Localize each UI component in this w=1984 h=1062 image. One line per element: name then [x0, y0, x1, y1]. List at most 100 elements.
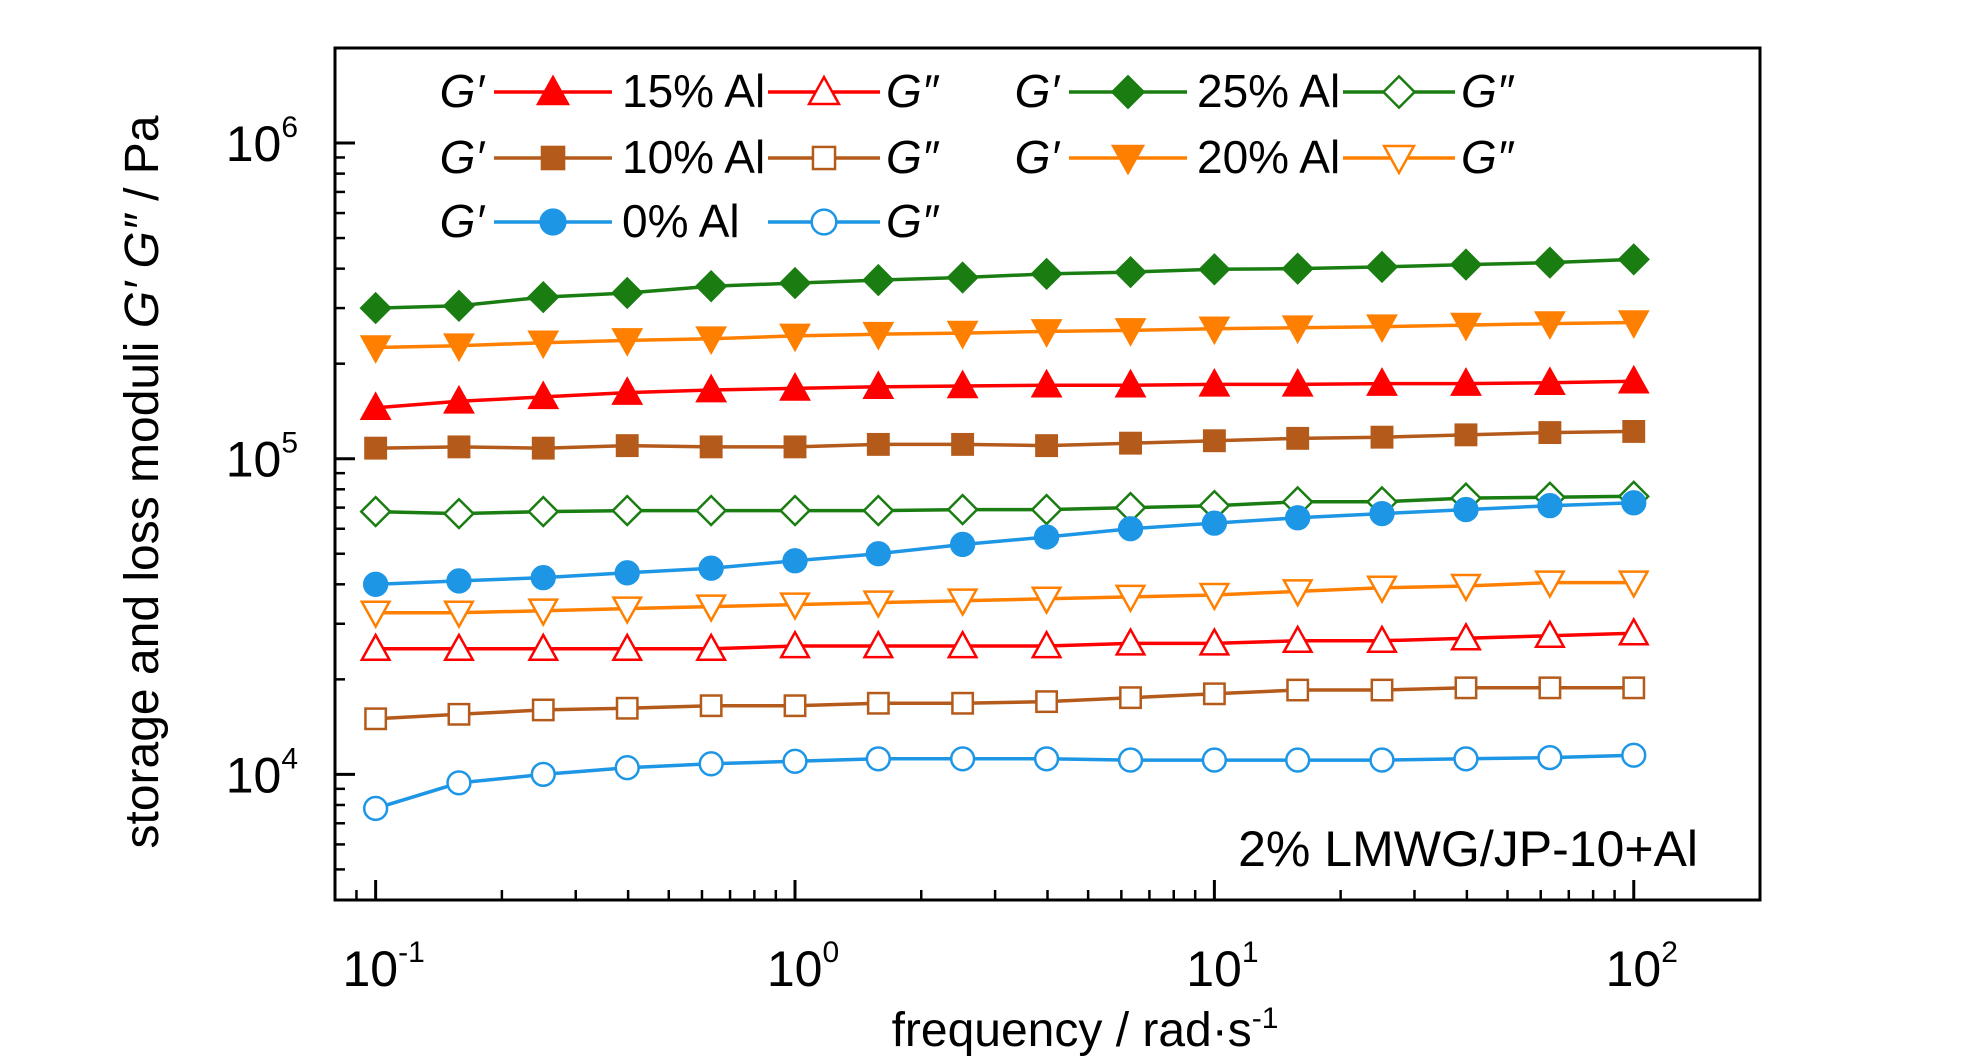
data-point	[1198, 367, 1231, 397]
data-point	[446, 568, 472, 594]
legend-marker-filled	[1110, 144, 1146, 176]
data-point	[866, 691, 890, 715]
series-loss-6	[359, 570, 1650, 630]
legend-entry-1: G′ 25% Al G″	[1015, 65, 1515, 117]
data-point	[946, 261, 979, 294]
data-point	[442, 497, 476, 530]
series-line	[375, 501, 1634, 587]
legend-gdoubleprime-label: G″	[886, 65, 940, 117]
data-point	[783, 435, 807, 459]
data-point	[1114, 255, 1147, 289]
data-point	[614, 755, 640, 781]
legend-entry-2: G′ 10% Al G″	[440, 131, 940, 183]
data-point	[946, 493, 979, 526]
data-point	[527, 632, 560, 662]
y-axis-label-symbols: G′ G″	[116, 212, 169, 328]
data-point	[1366, 367, 1398, 396]
data-point	[1286, 678, 1310, 702]
data-point	[782, 748, 808, 774]
data-point	[779, 323, 811, 353]
data-point	[1285, 747, 1311, 773]
data-point	[447, 702, 471, 726]
data-point	[1281, 624, 1314, 654]
data-point	[1119, 431, 1142, 455]
data-point	[359, 632, 392, 662]
series-line	[375, 257, 1634, 310]
x-axis-label-text: frequency / rad·s	[892, 1004, 1252, 1057]
data-point	[695, 326, 728, 356]
data-point	[1538, 676, 1562, 700]
x-tick-label: 100	[767, 936, 839, 997]
y-axis-label-unit: / Pa	[116, 115, 169, 214]
data-point	[946, 629, 979, 659]
data-point	[862, 494, 895, 527]
data-point	[527, 495, 560, 528]
data-point	[778, 494, 812, 527]
data-point	[1114, 584, 1147, 614]
data-point	[615, 434, 639, 458]
data-point	[1281, 579, 1314, 608]
data-point	[359, 335, 392, 364]
data-point	[1537, 493, 1563, 519]
data-point	[1533, 570, 1566, 599]
data-point	[695, 373, 728, 403]
y-tick-labels: 104 105 106	[226, 111, 298, 803]
data-point	[1365, 250, 1399, 284]
data-point	[946, 588, 979, 618]
data-point	[695, 632, 728, 662]
data-point	[1035, 690, 1059, 714]
data-point	[611, 328, 644, 357]
data-point	[1366, 314, 1398, 344]
data-point	[862, 263, 895, 297]
data-point	[778, 266, 812, 300]
data-point	[949, 746, 976, 772]
legend-entry-4: G′ 0% Al G″	[440, 195, 940, 247]
legend-marker-open	[810, 208, 838, 236]
legend-marker-filled	[539, 208, 567, 236]
data-point	[446, 770, 472, 796]
data-point	[1369, 500, 1395, 527]
legend-marker-open	[806, 74, 842, 106]
data-point	[1621, 490, 1647, 516]
data-point	[779, 629, 811, 659]
legend-series-label: 15% Al	[622, 65, 765, 117]
data-point	[862, 370, 895, 400]
legend-series-label: 25% Al	[1197, 65, 1340, 117]
data-point	[1533, 311, 1566, 340]
data-point	[779, 592, 811, 621]
data-point	[782, 548, 808, 574]
legend-gdoubleprime-label: G″	[886, 195, 940, 247]
data-point	[1281, 367, 1314, 397]
data-point	[1450, 312, 1482, 342]
data-point	[1117, 747, 1144, 773]
data-point	[611, 596, 644, 626]
legend-marker-filled	[535, 74, 571, 106]
legend: G′ 15% Al G″ G′ 25% Al G″ G′ 10% Al G″ G′ 20% Al G″…	[440, 65, 1515, 247]
x-axis-label: frequency / rad·s-1	[892, 1002, 1279, 1057]
legend-entry-0: G′ 15% Al G″	[440, 65, 940, 117]
data-point	[865, 746, 891, 772]
minor-ticks	[333, 46, 1762, 902]
data-point	[1622, 676, 1646, 700]
legend-marker-filled	[1110, 74, 1146, 110]
data-point	[1033, 746, 1060, 772]
data-point	[1370, 678, 1394, 702]
data-point	[1533, 366, 1566, 396]
data-point	[695, 594, 728, 623]
data-point	[699, 435, 723, 459]
data-point	[527, 330, 560, 360]
data-point	[364, 436, 388, 460]
y-axis-label-text: storage and loss moduli	[116, 328, 169, 848]
data-point	[951, 432, 975, 456]
data-point	[1033, 524, 1060, 550]
data-point	[1617, 310, 1650, 339]
legend-gdoubleprime-label: G″	[1461, 131, 1515, 183]
series-storage-1	[359, 310, 1650, 364]
data-point	[946, 320, 979, 350]
data-point	[1201, 747, 1228, 773]
data-point	[1622, 419, 1646, 443]
data-point	[443, 632, 475, 662]
data-point	[531, 698, 555, 722]
data-point	[1198, 582, 1231, 612]
data-point	[1286, 426, 1310, 450]
